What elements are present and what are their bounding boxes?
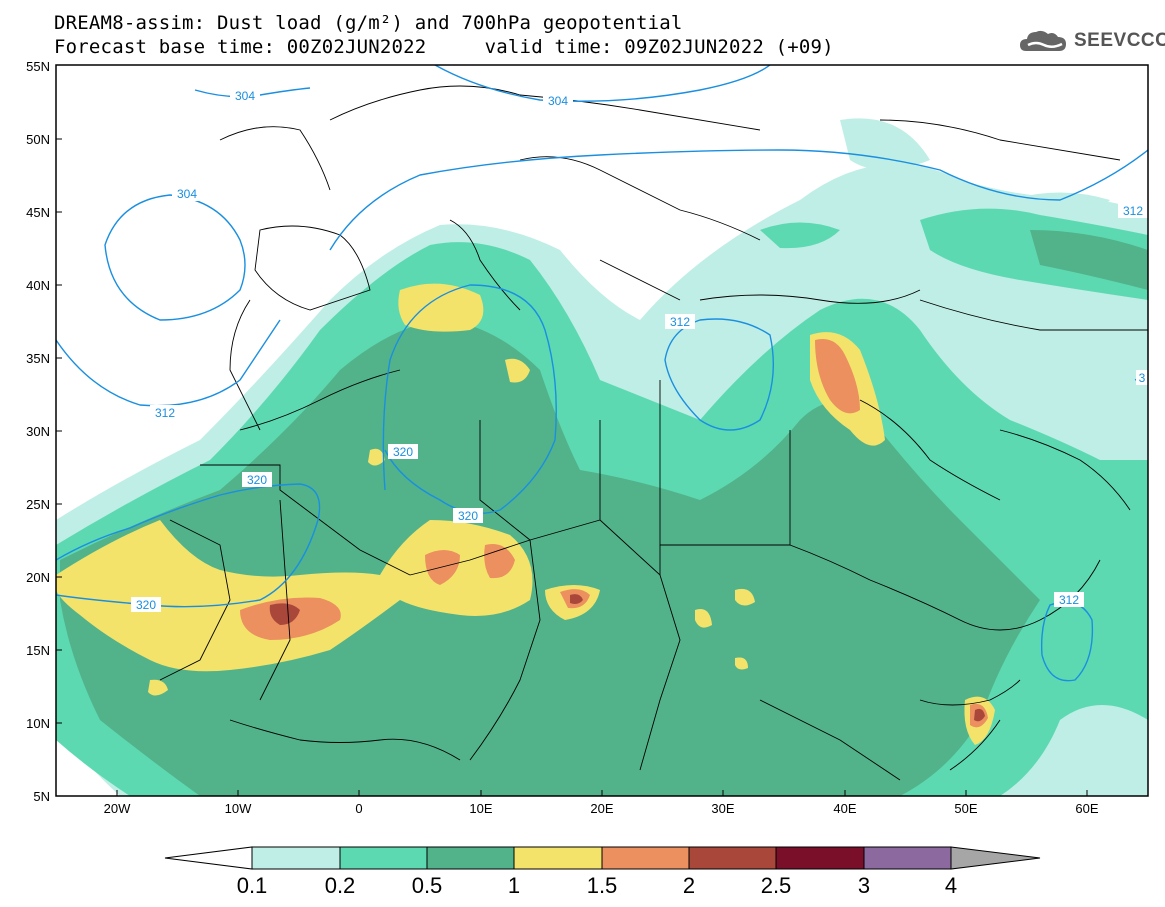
contour-label: 304: [543, 93, 573, 108]
country-borders: [159, 85, 1148, 781]
svg-text:312: 312: [155, 406, 175, 420]
svg-text:304: 304: [548, 94, 568, 108]
colorbar-low-triangle: [164, 846, 253, 870]
colorbar-label: 1: [508, 873, 520, 898]
lat-ticks: 5N 10N 15N 20N 25N 30N 35N 40N 45N 50N 5…: [26, 59, 50, 804]
lon-tick-label: 20E: [590, 801, 613, 816]
contour-label: 312: [1054, 592, 1084, 607]
contour-label: 312: [665, 314, 695, 329]
lat-tick-label: 55N: [26, 59, 50, 74]
map-plot-area: 304 304 304 312 312 312: [56, 65, 1148, 796]
contour-label: 304: [230, 88, 260, 103]
svg-text:312: 312: [1059, 593, 1079, 607]
svg-text:3: 3: [1139, 371, 1146, 385]
colorbar-swatch: [601, 846, 690, 870]
lat-tick-label: 15N: [26, 643, 50, 658]
svg-text:320: 320: [247, 473, 267, 487]
lat-tick-label: 50N: [26, 132, 50, 147]
colorbar-label: 0.2: [325, 873, 356, 898]
chart-subtitle: Forecast base time: 00Z02JUN2022 valid t…: [54, 36, 834, 58]
colorbar-swatch: [426, 846, 515, 870]
lon-tick-label: 40E: [833, 801, 856, 816]
colorbar-label: 4: [945, 873, 957, 898]
dust-level-2: [269, 594, 985, 722]
svg-text:320: 320: [393, 445, 413, 459]
contour-label: 320: [242, 472, 272, 487]
colorbar-label: 1.5: [587, 873, 618, 898]
colorbar-label: 3: [858, 873, 870, 898]
lon-tick-label: 0: [355, 801, 362, 816]
contour-label: 320: [453, 508, 483, 523]
lon-ticks: 20W 10W 0 10E 20E 30E 40E 50E 60E: [104, 801, 1099, 816]
colorbar-swatch: [863, 846, 952, 870]
contour-label: 304: [172, 186, 202, 201]
lon-tick-label: 20W: [104, 801, 131, 816]
colorbar-label: 0.5: [412, 873, 443, 898]
lat-tick-label: 40N: [26, 278, 50, 293]
lat-tick-label: 30N: [26, 424, 50, 439]
lat-tick-label: 10N: [26, 716, 50, 731]
svg-text:304: 304: [177, 187, 197, 201]
lat-tick-marks: [56, 138, 62, 724]
colorbar-label: 0.1: [237, 873, 268, 898]
svg-text:320: 320: [136, 598, 156, 612]
logo-text: SEEVCCC: [1074, 30, 1165, 51]
contour-label: 320: [131, 597, 161, 612]
lon-tick-marks: [116, 790, 1088, 796]
contour-label: 312: [1118, 203, 1148, 218]
colorbar-high-triangle: [950, 846, 1041, 870]
svg-text:304: 304: [235, 89, 255, 103]
lat-tick-label: 20N: [26, 570, 50, 585]
cloud-logo-icon: [1020, 30, 1066, 51]
colorbar-swatch: [688, 846, 777, 870]
colorbar-label: 2: [683, 873, 695, 898]
lon-tick-label: 10E: [469, 801, 492, 816]
lon-tick-label: 30E: [711, 801, 734, 816]
lon-tick-label: 50E: [954, 801, 977, 816]
svg-text:320: 320: [458, 509, 478, 523]
lat-tick-label: 45N: [26, 205, 50, 220]
contour-labels: 304 304 304 312 312 312: [131, 88, 1148, 612]
lat-tick-label: 25N: [26, 497, 50, 512]
svg-text:312: 312: [1123, 204, 1143, 218]
lon-tick-label: 10W: [225, 801, 252, 816]
lat-tick-label: 35N: [26, 351, 50, 366]
chart-title: DREAM8-assim: Dust load (g/m²) and 700hP…: [54, 12, 683, 34]
contour-label: 3: [1136, 370, 1148, 385]
dust-level-0.5: [60, 230, 1148, 796]
colorbar-swatch: [251, 846, 341, 870]
colorbar-swatch: [339, 846, 428, 870]
colorbar: 0.1 0.2 0.5 1 1.5 2 2.5 3 4: [164, 846, 1041, 898]
colorbar-swatch: [775, 846, 865, 870]
lon-tick-label: 60E: [1075, 801, 1098, 816]
colorbar-swatch: [513, 846, 603, 870]
seevccc-logo: SEEVCCC: [1018, 26, 1165, 56]
lat-tick-label: 5N: [33, 789, 50, 804]
colorbar-label: 2.5: [761, 873, 792, 898]
svg-text:312: 312: [670, 315, 690, 329]
contour-label: 320: [388, 444, 418, 459]
contour-label: 312: [150, 405, 180, 420]
